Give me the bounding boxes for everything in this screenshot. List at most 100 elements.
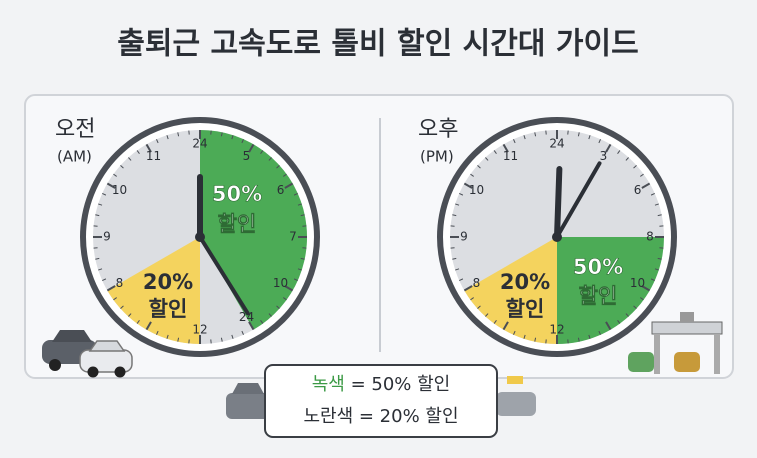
clock-tick — [617, 150, 621, 154]
clock-number: 6 — [277, 183, 285, 197]
clock-tick — [248, 321, 255, 331]
discount-label: 할인 — [579, 284, 618, 308]
clock-tick — [625, 313, 629, 317]
discount-label: 20% — [143, 270, 193, 294]
clock-tick — [605, 143, 612, 153]
legend-entry: 노란색 = 20% 할인 — [303, 406, 458, 427]
clock-tick — [588, 135, 591, 140]
clock-number: 10 — [112, 183, 127, 197]
clock-number: 12 — [192, 323, 207, 337]
clock-tick — [588, 334, 591, 339]
clock-tick — [455, 268, 460, 271]
clock-tick — [577, 132, 580, 137]
clock-tick — [523, 334, 526, 339]
clock-center — [552, 232, 562, 242]
yellow-segment — [107, 237, 200, 344]
clock-tick — [241, 139, 244, 144]
clock-tick — [268, 157, 272, 161]
clock-number: 9 — [103, 230, 111, 244]
clock-tick — [625, 157, 629, 161]
clock-tick — [485, 157, 489, 161]
clock-tick — [120, 305, 124, 309]
clock-sublabel: (PM) — [420, 148, 454, 166]
clock-tick — [102, 278, 107, 281]
clock-tick — [657, 214, 662, 217]
legend-entry: 녹색 = 50% 할인 — [312, 374, 451, 395]
clock-tick — [640, 173, 644, 177]
yellow-segment — [464, 237, 557, 344]
clock-tick — [156, 139, 159, 144]
legend-box — [264, 364, 498, 438]
clock-tick — [297, 268, 302, 271]
clock-tick — [577, 337, 580, 342]
clock-number: 10 — [469, 183, 484, 197]
clock-tick — [633, 305, 637, 309]
clock-tick — [523, 135, 526, 140]
clock-tick — [513, 330, 516, 335]
discount-label: 20% — [500, 270, 550, 294]
clock-tick — [128, 313, 132, 317]
clock-tick — [640, 297, 644, 301]
clock-number: 10 — [630, 276, 645, 290]
discount-label: 50% — [573, 255, 623, 279]
clock-tick — [617, 320, 621, 324]
clock-tick — [106, 285, 116, 292]
clock-tick — [452, 257, 457, 260]
clock-tick — [95, 257, 100, 260]
clock-tick — [283, 173, 287, 177]
clock-tick — [136, 320, 140, 324]
clock-tick — [470, 173, 474, 177]
clock-number: 3 — [600, 149, 608, 163]
clock-tick — [300, 257, 305, 260]
green-segment — [557, 237, 664, 344]
clock-tick — [477, 305, 481, 309]
discount-label: 할인 — [506, 297, 545, 321]
clock-tick — [231, 135, 234, 140]
clock-tick — [293, 193, 298, 196]
discount-label: 할인 — [218, 212, 257, 236]
clock-tick — [276, 165, 280, 169]
clock-tick — [113, 173, 117, 177]
clock-tick — [470, 297, 474, 301]
clock-tick — [284, 285, 294, 292]
discount-label: 50% — [212, 182, 262, 206]
clock-tick — [220, 337, 223, 342]
clock-number: 10 — [273, 276, 288, 290]
clock-tick — [650, 193, 655, 196]
clock-tick — [128, 157, 132, 161]
clock-tick — [177, 337, 180, 342]
clock-tick — [452, 214, 457, 217]
clock-tick — [156, 330, 159, 335]
clock-tick — [283, 297, 287, 301]
legend-text: = 50% 할인 — [351, 374, 451, 395]
clock-tick — [260, 320, 264, 324]
clock-tick — [145, 321, 152, 331]
legend-color-name: 녹색 — [312, 374, 345, 395]
clock-tick — [231, 334, 234, 339]
clock-number: 8 — [646, 230, 654, 244]
clock-tick — [459, 278, 464, 281]
clock-tick — [166, 135, 169, 140]
clock-tick — [463, 182, 473, 189]
clock-number: 9 — [460, 230, 468, 244]
clock-tick — [297, 203, 302, 206]
cars-left — [42, 330, 133, 378]
clock-tick — [300, 214, 305, 217]
clock-tick — [654, 268, 659, 271]
toll-gate — [628, 312, 723, 374]
clock-number: 24 — [549, 137, 564, 151]
clock-tick — [241, 330, 244, 335]
clock-tick — [502, 143, 509, 153]
clock-number: 11 — [146, 149, 161, 163]
clock-tick — [95, 214, 100, 217]
clock-number: 7 — [289, 230, 297, 244]
clock-tick — [485, 313, 489, 317]
clock-tick — [276, 305, 280, 309]
clock-hand — [554, 166, 563, 240]
clock-number: 5 — [243, 149, 251, 163]
clock-hand — [555, 161, 602, 239]
clock-tick — [598, 139, 601, 144]
clock-tick — [605, 321, 612, 331]
